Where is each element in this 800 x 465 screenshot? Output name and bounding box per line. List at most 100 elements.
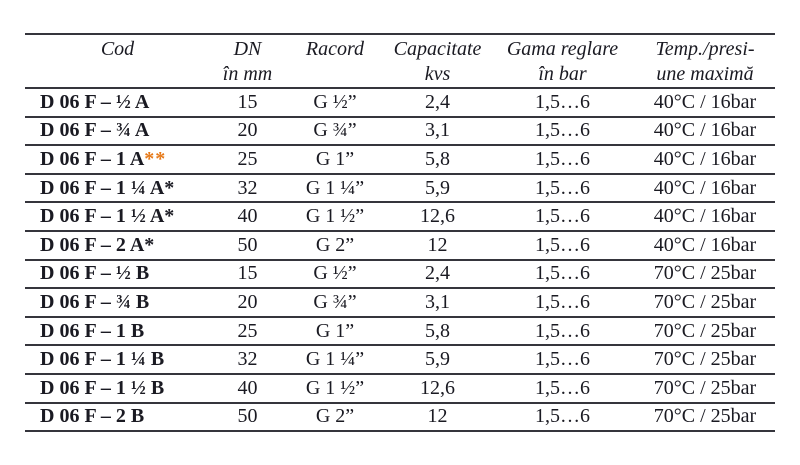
- cell-temp: 40°C / 16bar: [635, 172, 775, 203]
- cell-racord: G ½”: [285, 87, 385, 117]
- cell-temp: 70°C / 25bar: [635, 372, 775, 403]
- cell-racord: G 1”: [285, 144, 385, 174]
- product-spec-table: Cod DN în mm Racord Capacitate kvs Gama …: [25, 33, 775, 433]
- cell-dn: 50: [210, 401, 285, 432]
- cell-temp: 40°C / 16bar: [635, 87, 775, 117]
- product-code: D 06 F – ½ B: [40, 262, 150, 285]
- cell-dn: 20: [210, 287, 285, 317]
- cell-cod: D 06 F – 1 ¼ B: [25, 344, 210, 374]
- cell-temp: 70°C / 25bar: [635, 344, 775, 374]
- cell-cod: D 06 F – ½ A: [25, 87, 210, 117]
- product-code: D 06 F – 1 ½ B: [40, 376, 165, 399]
- cell-kvs: 12,6: [385, 201, 490, 231]
- header-racord-line1: Racord: [305, 38, 365, 60]
- cell-temp: 40°C / 16bar: [635, 229, 775, 260]
- header-capacitate-line1: Capacitate: [393, 38, 482, 60]
- cell-racord: G 1 ¼”: [285, 172, 385, 203]
- orange-asterisk-mark: **: [144, 147, 167, 170]
- cell-cod: D 06 F – ¾ A: [25, 115, 210, 146]
- cell-kvs: 5,8: [385, 315, 490, 346]
- header-cod-line1: Cod: [100, 38, 135, 60]
- cell-cod: D 06 F – ¾ B: [25, 287, 210, 317]
- cell-temp: 70°C / 25bar: [635, 401, 775, 432]
- product-code: D 06 F – ½ A: [40, 90, 150, 113]
- cell-racord: G 1 ¼”: [285, 344, 385, 374]
- table-row: D 06 F – 1 A** 25 G 1” 5,8 1,5…6 40°C / …: [25, 144, 775, 174]
- product-code: D 06 F – 1 A: [40, 147, 145, 170]
- cell-dn: 25: [210, 315, 285, 346]
- header-dn: DN în mm: [210, 34, 285, 89]
- product-code: D 06 F – ¾ B: [40, 290, 150, 313]
- cell-gama: 1,5…6: [490, 144, 635, 174]
- table-row: D 06 F – 1 ½ A* 40 G 1 ½” 12,6 1,5…6 40°…: [25, 201, 775, 231]
- cell-temp: 70°C / 25bar: [635, 287, 775, 317]
- cell-gama: 1,5…6: [490, 372, 635, 403]
- cell-racord: G 2”: [285, 401, 385, 432]
- cell-dn: 25: [210, 144, 285, 174]
- table-row: D 06 F – ½ B 15 G ½” 2,4 1,5…6 70°C / 25…: [25, 258, 775, 289]
- header-capacitate-line2: kvs: [424, 63, 451, 85]
- header-temp-line2: une maximă: [656, 63, 754, 85]
- cell-kvs: 2,4: [385, 87, 490, 117]
- product-code: D 06 F – 1 ¼ B: [40, 348, 165, 371]
- cell-temp: 70°C / 25bar: [635, 258, 775, 289]
- cell-racord: G 1 ½”: [285, 201, 385, 231]
- table-header: Cod DN în mm Racord Capacitate kvs Gama …: [25, 34, 775, 89]
- header-gama: Gama reglare în bar: [490, 34, 635, 89]
- header-gama-line1: Gama reglare: [506, 38, 619, 60]
- cell-gama: 1,5…6: [490, 172, 635, 203]
- cell-kvs: 3,1: [385, 115, 490, 146]
- cell-gama: 1,5…6: [490, 229, 635, 260]
- cell-gama: 1,5…6: [490, 115, 635, 146]
- cell-cod: D 06 F – 1 B: [25, 315, 210, 346]
- cell-gama: 1,5…6: [490, 315, 635, 346]
- cell-kvs: 5,8: [385, 144, 490, 174]
- table-row: D 06 F – 2 B 50 G 2” 12 1,5…6 70°C / 25b…: [25, 401, 775, 432]
- cell-temp: 40°C / 16bar: [635, 115, 775, 146]
- product-code: D 06 F – 2 A*: [40, 233, 155, 256]
- header-temp-line1: Temp./presi-: [655, 38, 755, 60]
- table-row: D 06 F – ½ A 15 G ½” 2,4 1,5…6 40°C / 16…: [25, 87, 775, 117]
- cell-cod: D 06 F – 1 ½ A*: [25, 201, 210, 231]
- table-row: D 06 F – 1 ½ B 40 G 1 ½” 12,6 1,5…6 70°C…: [25, 372, 775, 403]
- cell-gama: 1,5…6: [490, 201, 635, 231]
- cell-dn: 32: [210, 172, 285, 203]
- cell-kvs: 12,6: [385, 372, 490, 403]
- cell-racord: G 1”: [285, 315, 385, 346]
- table-row: D 06 F – ¾ B 20 G ¾” 3,1 1,5…6 70°C / 25…: [25, 287, 775, 317]
- header-cod: Cod: [25, 34, 210, 89]
- table-row: D 06 F – 1 ¼ B 32 G 1 ¼” 5,9 1,5…6 70°C …: [25, 344, 775, 374]
- cell-kvs: 12: [385, 229, 490, 260]
- cell-gama: 1,5…6: [490, 401, 635, 432]
- cell-kvs: 5,9: [385, 344, 490, 374]
- product-code: D 06 F – ¾ A: [40, 119, 150, 142]
- table-row: D 06 F – 1 B 25 G 1” 5,8 1,5…6 70°C / 25…: [25, 315, 775, 346]
- table-row: D 06 F – 2 A* 50 G 2” 12 1,5…6 40°C / 16…: [25, 229, 775, 260]
- header-dn-line1: DN: [233, 38, 262, 60]
- cell-temp: 70°C / 25bar: [635, 315, 775, 346]
- product-code: D 06 F – 2 B: [40, 405, 145, 428]
- cell-cod: D 06 F – 1 A**: [25, 144, 210, 174]
- cell-cod: D 06 F – ½ B: [25, 258, 210, 289]
- header-dn-line2: în mm: [222, 63, 273, 85]
- cell-racord: G ½”: [285, 258, 385, 289]
- cell-gama: 1,5…6: [490, 287, 635, 317]
- cell-kvs: 3,1: [385, 287, 490, 317]
- cell-kvs: 2,4: [385, 258, 490, 289]
- header-capacitate: Capacitate kvs: [385, 34, 490, 89]
- cell-cod: D 06 F – 2 A*: [25, 229, 210, 260]
- product-code: D 06 F – 1 B: [40, 319, 145, 342]
- header-temp: Temp./presi- une maximă: [635, 34, 775, 89]
- cell-dn: 40: [210, 201, 285, 231]
- cell-cod: D 06 F – 1 ½ B: [25, 372, 210, 403]
- product-code: D 06 F – 1 ¼ A*: [40, 176, 175, 199]
- document-page: Cod DN în mm Racord Capacitate kvs Gama …: [25, 33, 775, 433]
- cell-temp: 40°C / 16bar: [635, 201, 775, 231]
- cell-dn: 40: [210, 372, 285, 403]
- cell-dn: 15: [210, 258, 285, 289]
- cell-cod: D 06 F – 1 ¼ A*: [25, 172, 210, 203]
- product-code: D 06 F – 1 ½ A*: [40, 205, 175, 228]
- cell-kvs: 5,9: [385, 172, 490, 203]
- cell-racord: G ¾”: [285, 287, 385, 317]
- cell-racord: G 1 ½”: [285, 372, 385, 403]
